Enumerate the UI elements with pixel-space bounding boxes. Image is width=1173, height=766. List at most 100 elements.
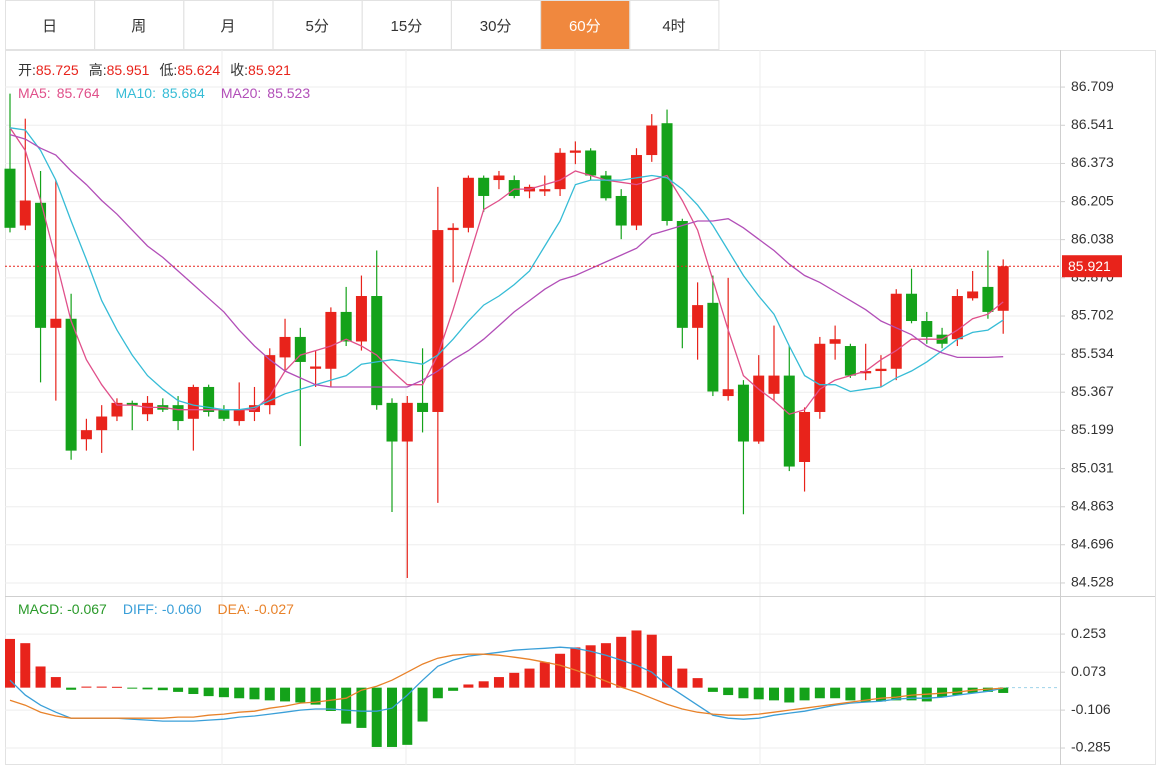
candle-body [982, 286, 994, 312]
macd-bar [891, 687, 902, 701]
candle-body [799, 411, 811, 462]
ohlc-label: 开: [18, 62, 36, 78]
ohlc-value: 85.624 [177, 62, 220, 78]
y-tick-label: 0.073 [1071, 663, 1106, 679]
ohlc-label: 收: [230, 62, 248, 78]
macd-bar [173, 687, 184, 692]
tab-label[interactable]: 4时 [662, 18, 685, 35]
ohlc-legend: 开:85.725 高:85.951 低:85.624 收:85.921 [18, 62, 291, 78]
tab[interactable] [183, 0, 274, 50]
macd-bar [371, 687, 382, 747]
candle-body [233, 409, 245, 422]
macd-bar [845, 687, 856, 701]
macd-bar [906, 687, 917, 701]
macd-legend: MACD: -0.067 DIFF: -0.060 DEA: -0.027 [18, 601, 294, 617]
macd-bar [463, 684, 474, 688]
candle-body [80, 430, 92, 440]
macd-bar [814, 687, 825, 699]
candle-body [111, 402, 123, 417]
macd-bar [662, 655, 673, 688]
tab[interactable] [94, 0, 185, 50]
macd-bar [738, 687, 749, 699]
candle-body [187, 386, 199, 419]
candle-body [615, 195, 627, 226]
macd-bar [723, 687, 734, 696]
y-tick-label: 86.373 [1071, 154, 1114, 170]
macd-bar [81, 686, 92, 688]
ma-legend: MA5: 85.764 MA10: 85.684 MA20: 85.523 [18, 85, 310, 101]
y-tick-label: -0.106 [1071, 701, 1111, 717]
tab-label[interactable]: 60分 [569, 18, 601, 35]
candle-body [630, 155, 642, 226]
macd-bar [875, 687, 886, 702]
candle-body [264, 355, 276, 406]
candle-body [218, 409, 230, 419]
macd-bar [769, 687, 779, 701]
candle-body [493, 175, 505, 181]
candle-body [447, 227, 459, 231]
candle-body [844, 346, 856, 376]
macd-bar [570, 647, 581, 688]
macd-bar [341, 687, 352, 724]
tab-label[interactable]: 15分 [391, 18, 423, 35]
candle-body [967, 291, 979, 299]
legend-name: MACD: [18, 601, 63, 617]
macd-bar [677, 668, 688, 688]
candle-body [35, 202, 47, 328]
tab-label[interactable]: 周 [131, 18, 146, 35]
candle-body [386, 402, 398, 442]
macd-bar [325, 687, 336, 711]
candle-body [203, 386, 215, 412]
legend-value: -0.060 [162, 601, 202, 617]
candle-body [508, 180, 520, 196]
tab[interactable] [5, 0, 95, 50]
macd-bar [20, 643, 31, 688]
last-price-label: 85.921 [1068, 258, 1111, 274]
legend-value: 85.523 [267, 85, 310, 101]
macd-bar [448, 687, 459, 691]
candle-body [325, 311, 337, 369]
tab-label[interactable]: 30分 [480, 18, 512, 35]
legend-name: MA20: [221, 85, 261, 101]
candle-body [19, 200, 31, 226]
candle-body [539, 189, 551, 192]
macd-bar [66, 687, 77, 690]
y-tick-label: 85.534 [1071, 345, 1114, 361]
tab[interactable] [361, 0, 452, 50]
candle-body [692, 305, 704, 328]
ohlc-value: 85.951 [107, 62, 150, 78]
y-tick-label: 85.199 [1071, 421, 1114, 437]
indicator-line [9, 133, 1004, 388]
ohlc-value: 85.725 [36, 62, 79, 78]
candle-body [172, 405, 184, 422]
y-tick-label: -0.285 [1071, 739, 1111, 755]
macd-bar [402, 687, 413, 745]
macd-bar [218, 687, 229, 698]
tab[interactable] [272, 0, 363, 50]
y-tick-label: 86.205 [1071, 192, 1114, 208]
y-tick-label: 86.709 [1071, 78, 1114, 94]
y-tick-label: 84.528 [1071, 574, 1114, 590]
candle-body [951, 296, 963, 340]
candle-body [569, 150, 581, 153]
y-tick-label: 0.253 [1071, 625, 1106, 641]
legend-name: DIFF: [123, 601, 158, 617]
tab-label[interactable]: 日 [42, 18, 57, 35]
macd-bar [96, 686, 107, 688]
tab[interactable] [629, 0, 720, 50]
macd-bar [203, 687, 214, 697]
macd-bar [616, 636, 627, 688]
macd-bar [707, 687, 718, 692]
candle-body [829, 339, 841, 344]
legend-name: DEA: [218, 601, 251, 617]
tab-label[interactable]: 月 [220, 18, 235, 35]
macd-bar [295, 687, 306, 703]
macd-bar [264, 687, 275, 701]
candle-body [783, 375, 795, 467]
y-tick-label: 84.863 [1071, 497, 1114, 513]
macd-bar [111, 686, 122, 688]
last-price-box [1062, 255, 1122, 278]
macd-bar [432, 687, 443, 699]
candle-body [661, 123, 673, 221]
tab-label[interactable]: 5分 [306, 18, 329, 35]
